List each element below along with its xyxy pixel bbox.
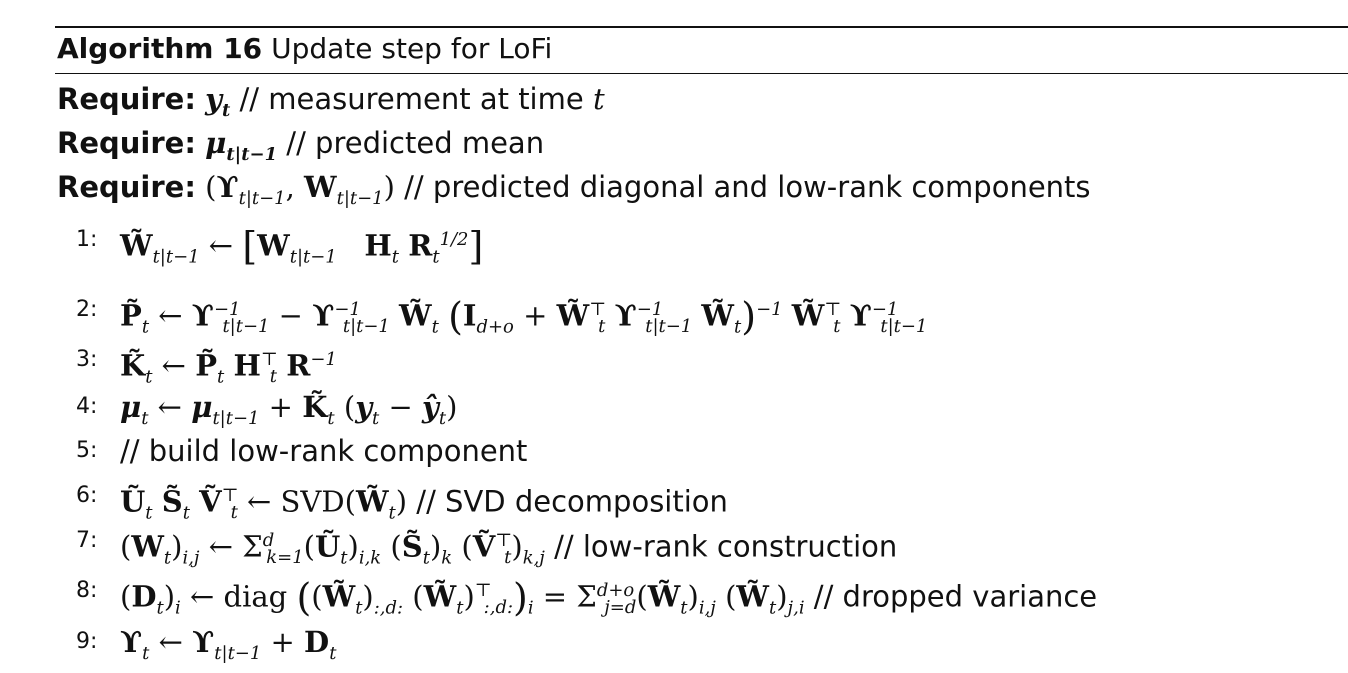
step-7-equation: (Wt)i,j ← Σdk=1(Ũt)i,k (S̃t)k (Ṽ⊤t)k,j /…: [120, 529, 898, 569]
step-number: 9:: [76, 629, 98, 654]
require-math: (ϒt|t−1, Wt|t−1): [205, 170, 395, 209]
algorithm-label: Algorithm 16: [57, 32, 263, 65]
step-number: 2:: [76, 297, 98, 322]
require-keyword: Require:: [57, 170, 196, 204]
step-3-equation: K̃t ← P̃t H⊤t R−1: [120, 348, 337, 388]
step-number: 3:: [76, 347, 98, 372]
require-keyword: Require:: [57, 126, 196, 160]
step-8-equation: (Dt)i ← diag ((W̃t):,d: (W̃t)⊤:,d:)i = Σ…: [120, 575, 1098, 620]
step-number: 5:: [76, 438, 98, 463]
step-5-comment: // build low-rank component: [120, 434, 528, 468]
require-keyword: Require:: [57, 82, 196, 116]
step-number: 6:: [76, 483, 98, 508]
step-9-equation: ϒt ← ϒt|t−1 + Dt: [120, 625, 337, 664]
caption-rule: [55, 73, 1348, 74]
require-comment: // measurement at time t: [239, 82, 605, 116]
algorithm-title: Update step for LoFi: [271, 32, 553, 65]
require-line-1: Require: yt // measurement at time t: [57, 80, 605, 130]
require-comment: // predicted diagonal and low-rank compo…: [404, 170, 1091, 204]
step-number: 4:: [76, 394, 98, 419]
step-6-equation: Ũt S̃t Ṽ⊤t ← SVD(W̃t) // SVD decompositi…: [120, 484, 728, 524]
require-math: μt|t−1: [205, 126, 278, 165]
step-1-equation: W̃t|t−1 ← [Wt|t−1 Ht Rt1/2]: [120, 224, 484, 269]
step-number: 1:: [76, 227, 98, 252]
step-number: 7:: [76, 528, 98, 553]
algorithm-caption: Algorithm 16 Update step for LoFi: [57, 32, 552, 66]
step-4-equation: μt ← μt|t−1 + K̃t (yt − ŷt): [120, 390, 458, 429]
top-rule: [55, 26, 1348, 28]
require-line-2: Require: μt|t−1 // predicted mean: [57, 124, 544, 174]
require-line-3: Require: (ϒt|t−1, Wt|t−1) // predicted d…: [57, 168, 1091, 218]
require-math: yt: [205, 82, 231, 121]
step-number: 8:: [76, 578, 98, 603]
step-2-equation: P̃t ← ϒ−1t|t−1 − ϒ−1t|t−1 W̃t (Id+o + W̃…: [120, 294, 928, 339]
require-comment: // predicted mean: [286, 126, 545, 160]
